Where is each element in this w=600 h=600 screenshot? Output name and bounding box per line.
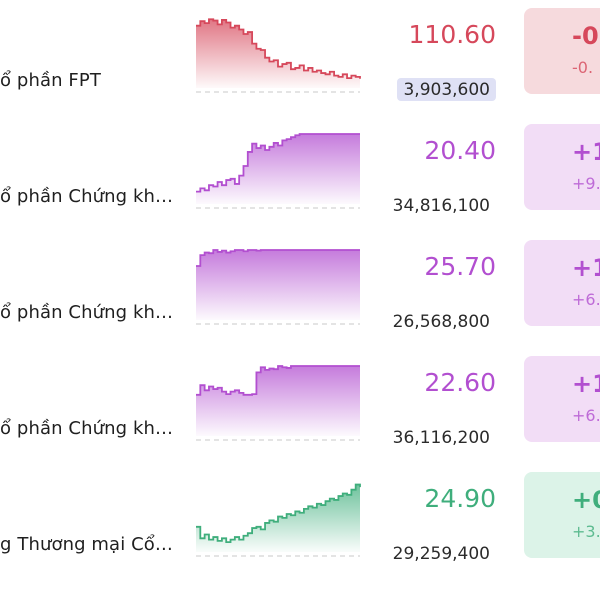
price-change-badge[interactable]: -0 -0. <box>524 8 600 94</box>
change-percent: +3. <box>572 522 600 541</box>
change-value: +1 <box>572 138 600 166</box>
change-percent: +6. <box>572 406 600 425</box>
change-percent: +9. <box>572 174 600 193</box>
stock-row[interactable]: ổ phần FPT 110.60 3,903,600 -0 -0. <box>0 8 600 124</box>
trading-volume: 36,116,200 <box>392 428 490 448</box>
sparkline-line <box>196 483 361 544</box>
trading-volume: 34,816,100 <box>392 196 490 216</box>
price-change-badge[interactable]: +0+3. <box>524 472 600 558</box>
sparkline-line <box>196 249 360 267</box>
price-change-badge[interactable]: +1+9. <box>524 124 600 210</box>
price-sparkline <box>196 249 360 325</box>
sparkline-area <box>196 366 360 436</box>
stock-name: g Thương mại Cổ… <box>0 534 173 555</box>
stock-name: ổ phần Chứng kh… <box>0 302 174 323</box>
sparkline-area <box>196 134 360 204</box>
trading-volume: 26,568,800 <box>392 312 490 332</box>
trading-volume: 3,903,600 <box>397 78 496 101</box>
last-price: 22.60 <box>424 368 496 397</box>
change-percent: -0. <box>572 58 594 77</box>
stock-name: ổ phần Chứng kh… <box>0 186 174 207</box>
sparkline-line <box>196 18 361 80</box>
price-change-badge[interactable]: +1+6. <box>524 356 600 442</box>
stock-name: ổ phần Chứng kh… <box>0 418 174 439</box>
sparkline-line <box>196 365 360 396</box>
price-change-badge[interactable]: +1+6. <box>524 240 600 326</box>
last-price: 20.40 <box>424 136 496 165</box>
last-price: 110.60 <box>408 20 496 49</box>
sparkline-line <box>196 133 360 193</box>
last-price: 24.90 <box>424 484 496 513</box>
trading-volume: 29,259,400 <box>392 544 490 564</box>
price-sparkline <box>196 18 361 93</box>
change-percent: +6. <box>572 290 600 309</box>
stock-name: ổ phần FPT <box>0 70 101 91</box>
price-sparkline <box>196 365 360 441</box>
change-value: -0 <box>572 22 599 50</box>
sparkline-area <box>196 19 360 89</box>
price-sparkline <box>196 483 361 557</box>
change-value: +1 <box>572 254 600 282</box>
price-sparkline <box>196 133 360 209</box>
change-value: +1 <box>572 370 600 398</box>
change-value: +0 <box>572 486 600 514</box>
sparkline-area <box>196 250 360 320</box>
last-price: 25.70 <box>424 252 496 281</box>
